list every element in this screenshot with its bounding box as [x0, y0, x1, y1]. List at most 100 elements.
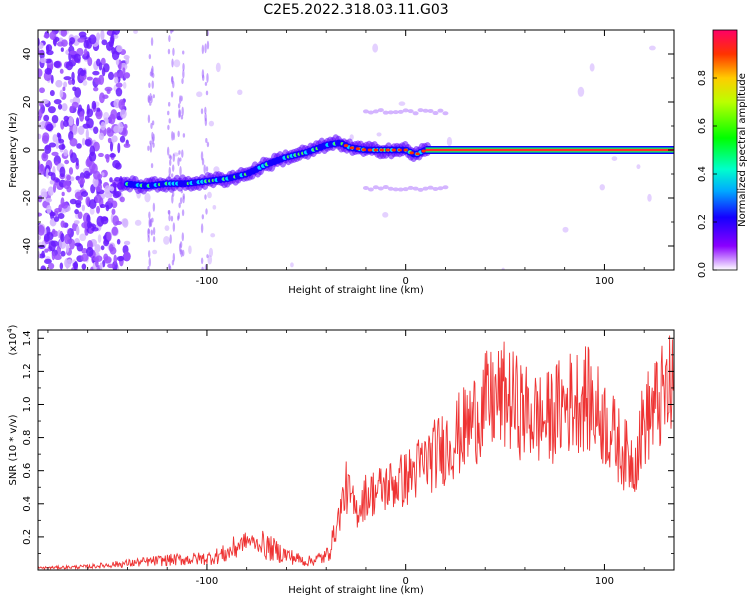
- noise-blob: [59, 262, 64, 270]
- colorbar-label: Normalized spectral amplitude: [737, 73, 748, 227]
- sideband-blob: [417, 108, 424, 113]
- noise-blob: [113, 72, 119, 79]
- noise-streak: [169, 159, 172, 167]
- noise-speck: [207, 191, 212, 199]
- noise-streak: [167, 110, 170, 116]
- noise-blob: [119, 109, 127, 119]
- noise-blob: [38, 164, 46, 175]
- noise-blob: [99, 92, 105, 104]
- noise-speck: [163, 236, 170, 245]
- sideband-blob: [382, 110, 389, 115]
- noise-blob: [53, 61, 61, 68]
- noise-streak: [148, 54, 152, 60]
- snr-scale-exponent: 4: [6, 328, 14, 333]
- noise-blob: [103, 239, 110, 247]
- noise-streak: [169, 155, 173, 160]
- noise-blob: [39, 101, 44, 107]
- noise-blob: [114, 76, 119, 84]
- noise-blob: [101, 39, 108, 46]
- sideband-blob: [392, 187, 399, 192]
- noise-speck: [599, 184, 605, 191]
- noise-blob: [60, 47, 64, 52]
- noise-blob: [77, 37, 85, 43]
- noise-blob: [63, 149, 69, 157]
- noise-blob: [60, 233, 65, 243]
- noise-speck: [446, 136, 453, 147]
- noise-streak: [172, 222, 176, 232]
- sideband-blob: [372, 185, 379, 190]
- noise-blob: [38, 195, 43, 203]
- noise-speck: [152, 249, 158, 255]
- noise-streak: [180, 114, 184, 120]
- noise-speck: [382, 212, 389, 218]
- noise-streak: [204, 194, 207, 200]
- sideband-blob: [427, 108, 434, 113]
- noise-speck: [562, 226, 569, 233]
- noise-blob: [116, 45, 123, 53]
- noise-streak: [178, 243, 182, 253]
- noise-streak: [200, 223, 204, 234]
- sideband-blob: [402, 187, 409, 192]
- noise-blob: [54, 254, 62, 261]
- noise-blob: [96, 107, 101, 113]
- noise-blob: [65, 61, 74, 71]
- noise-blob: [123, 143, 131, 148]
- ridge-red: [385, 148, 390, 152]
- noise-blob: [117, 142, 121, 154]
- noise-speck: [208, 120, 215, 127]
- noise-blob: [69, 198, 77, 205]
- noise-blob: [102, 235, 108, 240]
- noise-blob: [79, 69, 86, 77]
- noise-blob: [75, 157, 79, 167]
- noise-streak: [181, 78, 184, 85]
- noise-speck: [349, 134, 354, 141]
- noise-blob: [80, 190, 89, 198]
- noise-blob: [69, 50, 77, 55]
- noise-streak: [166, 146, 170, 156]
- spectrogram-y-ticks: -40 -20 0 20 40: [22, 29, 674, 271]
- noise-streak: [177, 130, 180, 138]
- noise-speck: [208, 247, 214, 258]
- snr-x-ticks: -100 0 100: [47, 330, 645, 587]
- y-tick-label: 1.2: [22, 363, 33, 379]
- noise-blob: [86, 246, 94, 257]
- sideband-blob: [372, 109, 379, 114]
- noise-blob: [98, 132, 105, 141]
- spectrogram-x-ticks: -100 0 100: [47, 30, 645, 287]
- noise-blob: [109, 186, 115, 192]
- noise-streak: [171, 194, 174, 204]
- noise-blob: [94, 244, 101, 253]
- snr-x-label: Height of straight line (km): [288, 585, 424, 596]
- noise-blob: [61, 191, 65, 197]
- noise-streak: [201, 44, 205, 55]
- noise-blob: [44, 58, 52, 64]
- sideband-blob: [442, 185, 449, 190]
- sideband-blob: [437, 186, 444, 191]
- x-tick-label: -100: [196, 576, 219, 587]
- snr-y-ticks: 0.2 0.4 0.6 0.8 1.0 1.2 1.4: [22, 330, 674, 554]
- noise-streak: [206, 254, 209, 259]
- sideband-blob: [437, 108, 444, 113]
- noise-blob: [113, 254, 118, 265]
- noise-blob: [59, 166, 66, 178]
- noise-blob: [92, 70, 100, 76]
- noise-blob: [98, 152, 104, 158]
- noise-blob: [112, 160, 121, 169]
- noise-speck: [79, 233, 87, 242]
- colorbar-tick-label: 0.2: [697, 214, 708, 230]
- noise-streak: [151, 120, 155, 126]
- noise-blob: [93, 126, 99, 134]
- noise-blob: [74, 87, 82, 98]
- sideband-blob: [392, 110, 399, 115]
- noise-blob: [58, 144, 66, 150]
- noise-streak: [150, 163, 154, 169]
- noise-blob: [80, 253, 89, 262]
- noise-streak: [149, 140, 152, 145]
- noise-blob: [55, 79, 63, 88]
- noise-blob: [103, 256, 112, 264]
- noise-blob: [88, 161, 96, 171]
- noise-speck: [398, 101, 406, 106]
- noise-blob: [72, 124, 77, 136]
- noise-blob: [48, 142, 57, 148]
- noise-blob: [95, 255, 103, 262]
